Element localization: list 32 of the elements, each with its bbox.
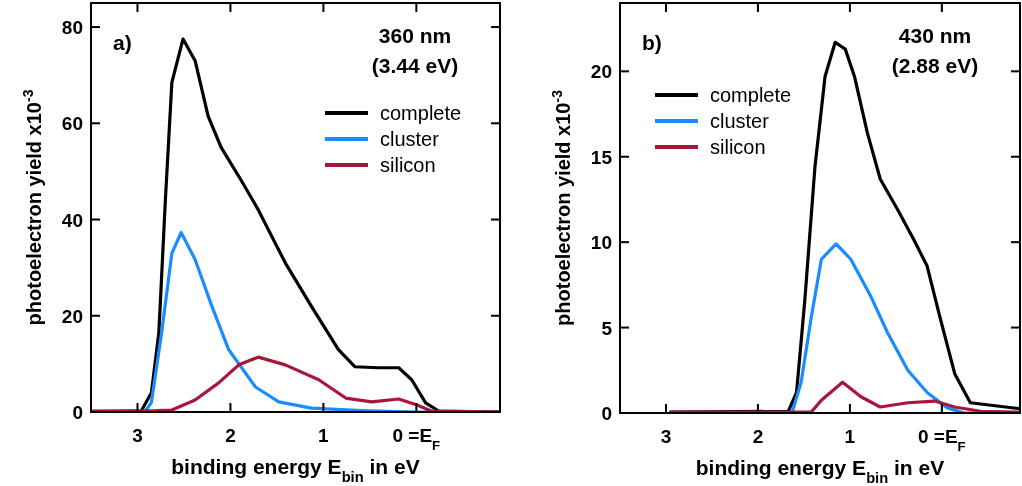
y-tick-label: 20 bbox=[61, 305, 83, 327]
legend-label: silicon bbox=[710, 136, 766, 158]
x-tick-label: 3 bbox=[660, 426, 672, 447]
x-tick-label: 3 bbox=[132, 425, 143, 446]
legend-label: cluster bbox=[380, 128, 440, 150]
annotation: b) bbox=[642, 31, 662, 54]
y-tick-label: 5 bbox=[601, 317, 613, 339]
y-tick-label: 40 bbox=[61, 209, 83, 231]
x-tick-label: 1 bbox=[318, 425, 330, 446]
x-tick-label: 0 =E$_{F}$ bbox=[917, 426, 966, 454]
x-axis-title: binding energy E$_{bin}$ in eV bbox=[171, 455, 420, 485]
x-tick-label: 2 bbox=[752, 426, 764, 447]
legend-label: complete bbox=[710, 84, 792, 106]
legend-label: silicon bbox=[380, 154, 436, 176]
x-axis-title: binding energy E$_{bin}$ in eV bbox=[695, 456, 945, 486]
annotation: 360 nm bbox=[378, 24, 452, 47]
y-tick-label: 0 bbox=[601, 403, 612, 424]
x-tick-label: 0 =E$_{F}$ bbox=[392, 425, 441, 453]
y-tick-label: 0 bbox=[72, 402, 83, 423]
annotation: (3.44 eV) bbox=[371, 54, 459, 77]
x-tick-label: 2 bbox=[225, 425, 236, 446]
y-tick-label: 80 bbox=[61, 17, 83, 39]
annotation: 430 nm bbox=[898, 24, 972, 47]
y-tick-label: 10 bbox=[590, 232, 612, 254]
x-tick-label: 1 bbox=[844, 426, 856, 447]
y-tick-label: 60 bbox=[61, 113, 83, 135]
legend-label: cluster bbox=[710, 110, 770, 132]
annotation: a) bbox=[113, 31, 132, 54]
legend-label: complete bbox=[380, 102, 462, 124]
annotation: (2.88 eV) bbox=[891, 54, 979, 77]
y-tick-label: 15 bbox=[590, 146, 613, 168]
y-tick-label: 20 bbox=[590, 61, 612, 83]
